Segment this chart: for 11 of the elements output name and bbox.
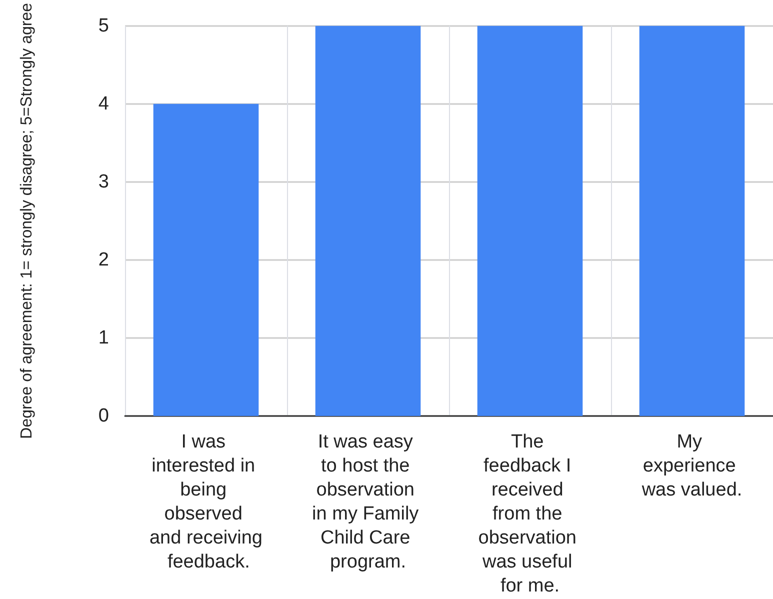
x-tick-label: The feedback I received from the observation was useful for me. (478, 432, 582, 596)
x-tick-label: I was interested in being observed and receiving feedback. (149, 432, 263, 572)
y-tick-label: 2 (98, 249, 109, 270)
y-tick-label: 1 (98, 327, 109, 348)
y-tick-label: 4 (98, 93, 110, 114)
y-tick-label: 3 (98, 171, 109, 192)
y-tick-label: 5 (98, 15, 109, 36)
y-axis-title: Degree of agreement: 1= strongly disagree; 5=Strongly agree (18, 2, 36, 439)
x-tick-label: It was easy to host the observation in my Family Child Care program. (312, 432, 424, 572)
y-tick-label: 0 (98, 406, 109, 426)
x-tick-label: My experience was valued. (640, 432, 742, 500)
